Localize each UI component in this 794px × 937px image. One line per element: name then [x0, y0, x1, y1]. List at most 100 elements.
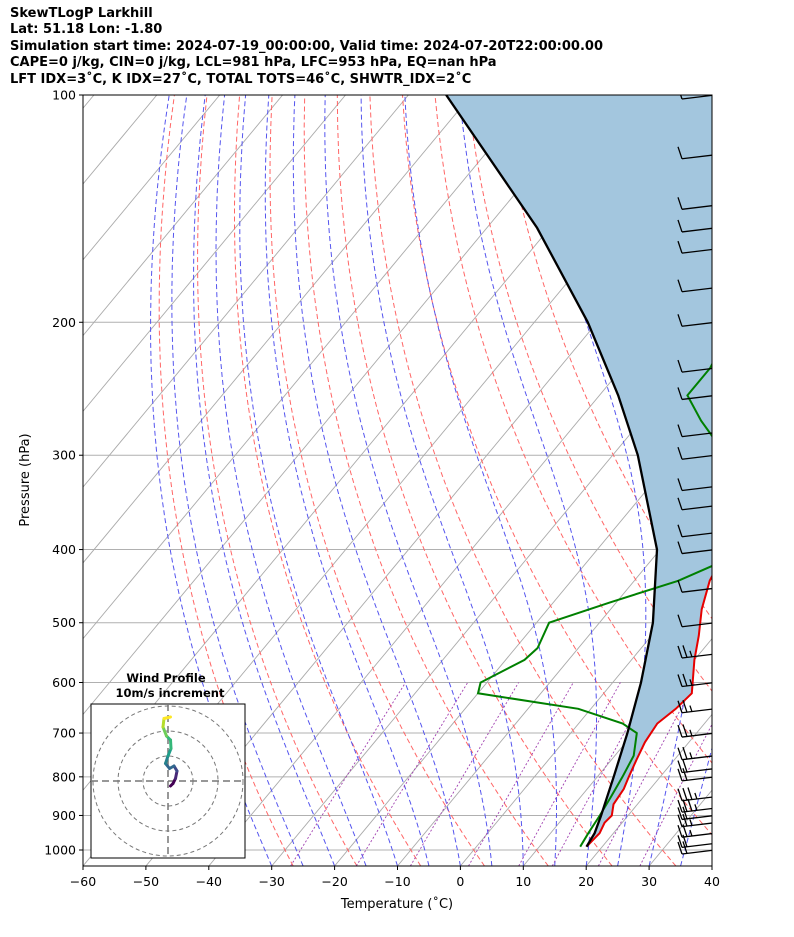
x-tick-label: 30 — [641, 874, 657, 889]
x-tick-label: −20 — [321, 874, 347, 889]
mixing-ratio-line — [468, 682, 574, 866]
isotherm-line — [460, 562, 712, 866]
wind-barb — [677, 447, 712, 460]
isotherm-line — [83, 95, 409, 488]
y-tick-label: 300 — [52, 448, 76, 463]
wind-barb — [677, 359, 712, 373]
moist-adiabat — [404, 95, 557, 866]
wind-barb — [677, 387, 712, 401]
wind-barb — [677, 497, 712, 511]
moist-adiabat — [264, 95, 430, 866]
wind-barb — [677, 314, 712, 327]
y-axis-label: Pressure (hPa) — [18, 433, 33, 526]
moist-adiabat — [711, 864, 712, 866]
x-axis-label: Temperature (˚C) — [340, 896, 453, 912]
isotherm-line — [83, 95, 95, 109]
y-tick-label: 700 — [52, 726, 76, 741]
location-line: Lat: 51.18 Lon: -1.80 — [10, 22, 163, 38]
dry-adiabat — [728, 95, 794, 866]
y-tick-label: 600 — [52, 675, 76, 690]
dry-adiabat — [303, 95, 549, 866]
x-tick-label: −10 — [384, 874, 410, 889]
isotherm-line — [83, 95, 221, 261]
dry-adiabat — [234, 95, 422, 866]
moist-adiabat — [360, 95, 524, 866]
dry-adiabat — [269, 95, 485, 866]
chart-title: SkewTLogP Larkhill — [10, 6, 153, 21]
y-tick-label: 900 — [52, 808, 76, 823]
wind-barb — [677, 614, 712, 628]
indices-line-1: CAPE=0 j/kg, CIN=0 j/kg, LCL=981 hPa, LF… — [10, 55, 497, 71]
wind-barb — [677, 768, 712, 782]
isotherm-line — [271, 334, 712, 866]
isotherm-line — [83, 95, 472, 564]
y-tick-label: 1000 — [44, 843, 76, 858]
wind-barb — [677, 824, 712, 838]
x-tick-label: −40 — [196, 874, 222, 889]
isotherm-line — [83, 95, 535, 640]
y-tick-label: 100 — [52, 88, 76, 103]
wind-barb — [679, 95, 712, 100]
indices-line-2: LFT IDX=3˚C, K IDX=27˚C, TOTAL TOTS=46˚C… — [10, 71, 472, 87]
wind-barb — [677, 146, 712, 160]
isotherm-line — [711, 865, 712, 866]
isotherm-line — [83, 95, 346, 413]
dewpoint-series-line — [476, 362, 712, 848]
x-tick-label: 0 — [456, 874, 464, 889]
y-tick-label: 200 — [52, 315, 76, 330]
mixing-ratio-line — [355, 682, 469, 866]
dry-adiabat — [499, 95, 712, 620]
shaded-area — [446, 95, 712, 847]
mixing-ratio-line — [518, 682, 621, 866]
mixing-ratio-line — [290, 682, 406, 866]
wind-barb — [677, 798, 712, 813]
hodograph-subtitle: 10m/s increment — [116, 686, 225, 700]
isotherm-line — [585, 713, 712, 866]
wind-barb — [677, 240, 712, 254]
mixing-ratio-line — [410, 682, 519, 866]
dry-adiabat — [761, 95, 794, 866]
dry-adiabat — [336, 95, 613, 866]
moist-adiabat — [193, 95, 336, 866]
hodograph-segment — [162, 715, 172, 720]
wind-barb — [677, 279, 712, 293]
wind-barb — [677, 759, 712, 774]
wind-barb — [677, 478, 712, 492]
moist-adiabat — [150, 95, 273, 866]
moist-adiabat — [292, 95, 461, 866]
y-tick-label: 500 — [52, 615, 76, 630]
moist-adiabat — [324, 95, 493, 866]
dry-adiabat — [197, 95, 358, 866]
hodograph-title: Wind Profile — [126, 671, 206, 685]
moist-adiabat — [215, 95, 367, 866]
wind-barb — [677, 219, 712, 233]
x-tick-label: −30 — [259, 874, 285, 889]
x-tick-label: −50 — [133, 874, 159, 889]
wind-barb — [677, 541, 712, 555]
moist-adiabat — [239, 95, 398, 866]
wind-barb — [677, 746, 712, 761]
hodograph: Wind Profile 10m/s increment — [90, 671, 246, 859]
wind-barb — [677, 699, 712, 714]
moist-adiabat — [171, 95, 304, 866]
wind-barb — [677, 813, 712, 828]
isotherm-line — [83, 95, 283, 337]
moist-adiabat — [529, 95, 647, 866]
time-line: Simulation start time: 2024-07-19_00:00:… — [10, 38, 603, 54]
x-tick-label: −60 — [70, 874, 96, 889]
mixing-ratio-line — [598, 682, 696, 866]
chart-header: SkewTLogP Larkhill Lat: 51.18 Lon: -1.80… — [10, 6, 603, 88]
wind-barb — [677, 579, 712, 593]
parcel-series-line — [445, 95, 659, 848]
wind-barb — [677, 197, 712, 210]
mixing-ratio-line — [639, 723, 712, 866]
dry-adiabat — [158, 95, 294, 866]
isotherm-line — [83, 95, 598, 716]
x-tick-label: 40 — [704, 874, 720, 889]
dry-adiabat — [434, 95, 712, 764]
isotherm-line — [397, 486, 712, 866]
wind-barb — [677, 645, 712, 659]
hodograph-segment — [161, 725, 168, 738]
x-tick-label: 20 — [578, 874, 594, 889]
